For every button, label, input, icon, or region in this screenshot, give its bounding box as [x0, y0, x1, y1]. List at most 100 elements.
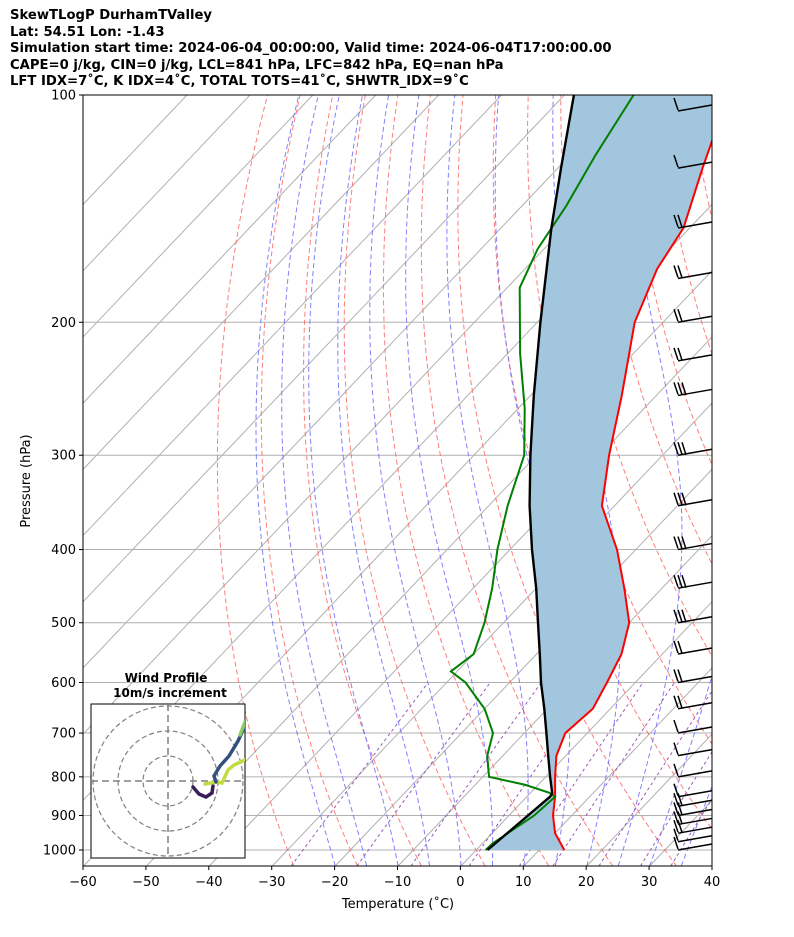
isotherm — [83, 95, 440, 471]
x-tick-label: −50 — [132, 875, 159, 890]
x-tick-label: 30 — [641, 875, 658, 890]
wind-barb — [673, 309, 713, 324]
dry-adiabat — [216, 95, 295, 866]
y-tick-label: 800 — [51, 770, 76, 785]
wind-barb — [673, 819, 713, 834]
temperature-line — [551, 138, 712, 851]
y-tick-label: 600 — [51, 676, 76, 691]
wind-barb — [673, 783, 713, 798]
mixing-ratio-line — [670, 797, 712, 866]
cape-area — [487, 95, 712, 850]
wind-barb — [673, 214, 713, 229]
hodograph-trace — [191, 784, 215, 799]
isotherm — [460, 601, 712, 866]
moist-adiabat — [617, 95, 683, 866]
wind-barb — [673, 347, 713, 362]
moist-adiabat — [405, 95, 494, 866]
hodograph-trace — [212, 724, 245, 784]
x-tick-label: −10 — [384, 875, 411, 890]
isotherm — [146, 270, 712, 866]
parcel-line — [486, 95, 576, 851]
isotherm — [776, 95, 794, 866]
inset-subtitle: 10m/s increment — [113, 686, 227, 700]
y-tick-label: 300 — [51, 449, 76, 464]
x-tick-label: 0 — [456, 875, 464, 890]
x-tick-label: −60 — [69, 875, 96, 890]
wind-barb — [673, 382, 713, 397]
wind-barb — [673, 574, 713, 589]
time-line: Simulation start time: 2024-06-04_00:00:… — [10, 41, 612, 56]
isotherm — [397, 534, 712, 866]
chart-title: SkewTLogP DurhamTValley — [10, 8, 213, 23]
wind-barb — [673, 265, 713, 280]
wind-barb — [673, 695, 713, 710]
chart-header: SkewTLogP DurhamTValley Lat: 54.51 Lon: … — [10, 8, 612, 91]
isotherm — [523, 667, 712, 866]
dry-adiabat — [382, 95, 550, 866]
x-axis-label: Temperature (˚C) — [341, 896, 454, 912]
y-tick-label: 900 — [51, 809, 76, 824]
y-axis-label: Pressure (hPa) — [19, 434, 34, 527]
dry-adiabat — [457, 95, 677, 866]
axes: −60 −50 −40 −30 −20 −10 0 10 20 30 40 1000 900 800 700… — [43, 89, 720, 891]
wind-barb — [673, 719, 713, 734]
moist-adiabat — [369, 95, 462, 866]
moist-adiabat — [680, 785, 712, 866]
x-tick-label: 10 — [515, 875, 532, 890]
x-tick-label: 20 — [578, 875, 595, 890]
moist-adiabat — [308, 95, 399, 866]
wind-barb — [673, 811, 713, 826]
wind-barb — [673, 640, 713, 655]
y-tick-label: 500 — [51, 616, 76, 631]
inset-title: Wind Profile — [125, 671, 208, 685]
x-tick-label: −40 — [195, 875, 222, 890]
mixing-ratio-line — [290, 682, 429, 866]
mixing-ratio-line — [410, 682, 542, 866]
isotherm — [271, 402, 712, 866]
wind-barb — [673, 97, 713, 112]
dry-adiabat — [260, 95, 359, 866]
y-tick-label: 400 — [51, 543, 76, 558]
wind-barb — [673, 792, 713, 807]
dry-adiabat — [303, 95, 422, 866]
isotherm — [83, 95, 565, 603]
wind-profile-inset: Wind Profile 10m/s increment — [90, 671, 246, 859]
x-tick-label: 40 — [704, 875, 721, 890]
wind-barb — [673, 802, 713, 817]
moist-adiabat — [713, 95, 794, 866]
wind-barb — [673, 742, 713, 757]
y-tick-label: 700 — [51, 727, 76, 742]
hodograph-trace — [238, 720, 245, 737]
isotherm — [713, 95, 794, 866]
wind-barb — [673, 441, 713, 456]
wind-barb — [673, 154, 713, 169]
indices-line-2: LFT IDX=7˚C, K IDX=4˚C, TOTAL TOTS=41˚C,… — [10, 74, 469, 89]
y-tick-label: 100 — [51, 89, 76, 104]
indices-line-1: CAPE=0 j/kg, CIN=0 j/kg, LCL=841 hPa, LF… — [10, 57, 504, 73]
dry-adiabat — [592, 95, 712, 565]
wind-barb — [673, 609, 713, 624]
moist-adiabat — [337, 95, 431, 866]
moist-adiabat — [255, 95, 336, 866]
wind-barbs — [673, 97, 713, 851]
isotherm — [83, 95, 628, 669]
wind-barb — [673, 536, 713, 551]
dry-adiabat — [789, 95, 794, 866]
wind-barb — [673, 836, 713, 851]
isotherm — [83, 95, 251, 272]
dry-adiabat — [756, 95, 794, 866]
moist-adiabat — [649, 674, 712, 866]
y-tick-label: 200 — [51, 316, 76, 331]
moist-adiabat — [494, 95, 571, 866]
wind-barb — [673, 763, 713, 778]
y-tick-label: 1000 — [43, 844, 76, 859]
hodograph-trace — [203, 758, 245, 786]
moist-adiabat — [446, 95, 529, 866]
mixing-ratio-line — [518, 682, 644, 866]
dewpoint-line — [449, 95, 635, 851]
dry-adiabat — [724, 95, 794, 866]
isotherm — [334, 468, 712, 866]
mixing-ratio-line — [356, 682, 491, 866]
isotherm — [83, 95, 377, 404]
